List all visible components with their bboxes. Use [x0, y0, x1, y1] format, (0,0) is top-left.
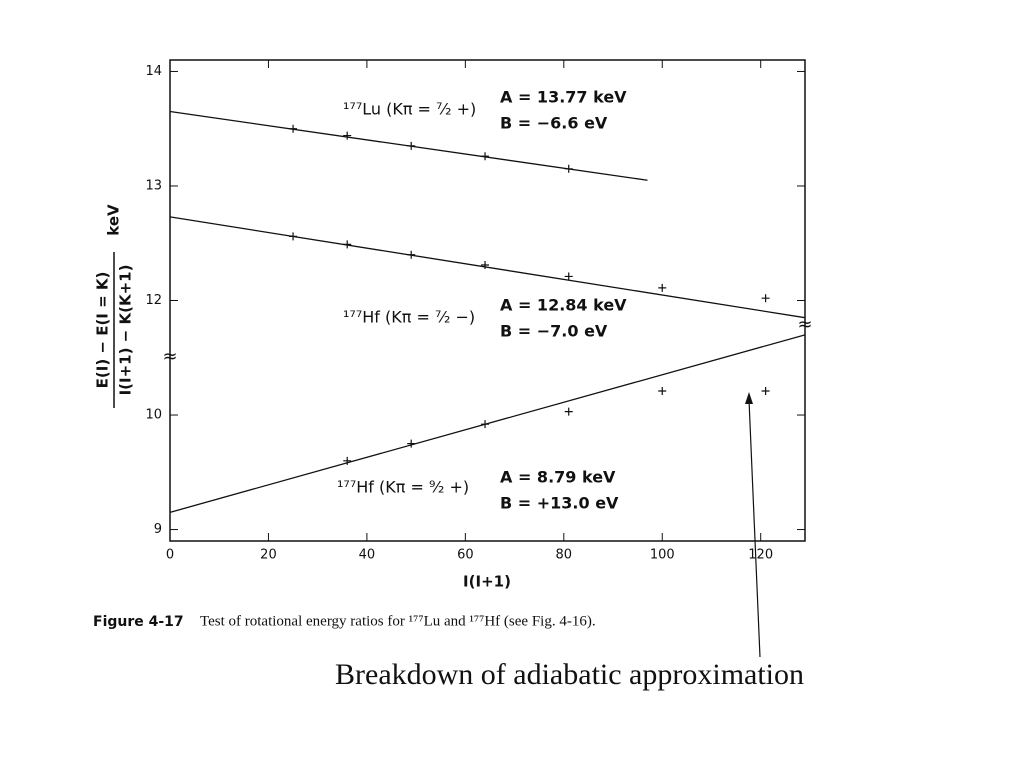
- annotation-arrow: [748, 399, 761, 658]
- data-point: [407, 250, 416, 259]
- data-point: [761, 386, 770, 395]
- data-point: [761, 294, 770, 303]
- data-point: [481, 420, 490, 429]
- data-point: [343, 131, 352, 140]
- plot-frame: [169, 59, 806, 542]
- data-point: [343, 456, 352, 465]
- x-tick-label: 100: [650, 548, 675, 563]
- data-point: [289, 124, 298, 133]
- data-point: [564, 272, 573, 281]
- annotation: Breakdown of adiabatic approximation: [335, 658, 804, 691]
- data-point: [407, 141, 416, 150]
- y-label-numerator: E(I) − E(I = K): [94, 272, 112, 389]
- data-point: [658, 386, 667, 395]
- y-tick-label: 14: [145, 64, 162, 79]
- x-tick-label: 60: [457, 548, 474, 563]
- x-tick-label: 120: [748, 548, 773, 563]
- fit-parameter: A = 8.79 keV: [500, 468, 616, 487]
- axis-break: ≈: [797, 314, 812, 335]
- y-tick-label: 13: [145, 178, 162, 193]
- data-point: [343, 240, 352, 249]
- fit-parameter: B = −7.0 eV: [500, 322, 608, 341]
- y-label-unit: keV: [105, 204, 123, 236]
- x-tick-label: 20: [260, 548, 277, 563]
- fit-parameter: A = 12.84 keV: [500, 296, 627, 315]
- data-point: [658, 283, 667, 292]
- data-point: [481, 152, 490, 161]
- y-axis-label: E(I) − E(I = K) I(I+1) − K(K+1) keV: [94, 204, 135, 408]
- y-label-denominator: I(I+1) − K(K+1): [117, 265, 135, 396]
- y-tick-label: 12: [145, 293, 162, 308]
- fit-line: [169, 216, 806, 319]
- fit-parameter: B = −6.6 eV: [500, 114, 608, 133]
- y-tick-label: 10: [145, 408, 162, 423]
- caption: Test of rotational energy ratios for ¹⁷⁷…: [200, 613, 596, 629]
- y-tick-label: 9: [154, 522, 162, 537]
- axis-break: ≈: [162, 346, 177, 367]
- x-tick-label: 80: [556, 548, 573, 563]
- fit-parameter: A = 13.77 keV: [500, 88, 627, 107]
- data-point: [564, 164, 573, 173]
- series-label: ¹⁷⁷Hf (Kπ = ⁹⁄₂ +): [337, 478, 469, 497]
- caption-label: Figure 4-17: [93, 614, 184, 630]
- data-point: [481, 260, 490, 269]
- data-point: [407, 439, 416, 448]
- x-tick-label: 40: [359, 548, 376, 563]
- data-point: [289, 232, 298, 241]
- data-point: [564, 407, 573, 416]
- series-label: ¹⁷⁷Hf (Kπ = ⁷⁄₂ −): [343, 308, 475, 327]
- arrow-head: [745, 392, 753, 404]
- series-label: ¹⁷⁷Lu (Kπ = ⁷⁄₂ +): [343, 100, 476, 119]
- fit-parameter: B = +13.0 eV: [500, 494, 619, 513]
- x-tick-label: 0: [166, 548, 174, 563]
- x-axis-label: I(I+1): [463, 573, 511, 591]
